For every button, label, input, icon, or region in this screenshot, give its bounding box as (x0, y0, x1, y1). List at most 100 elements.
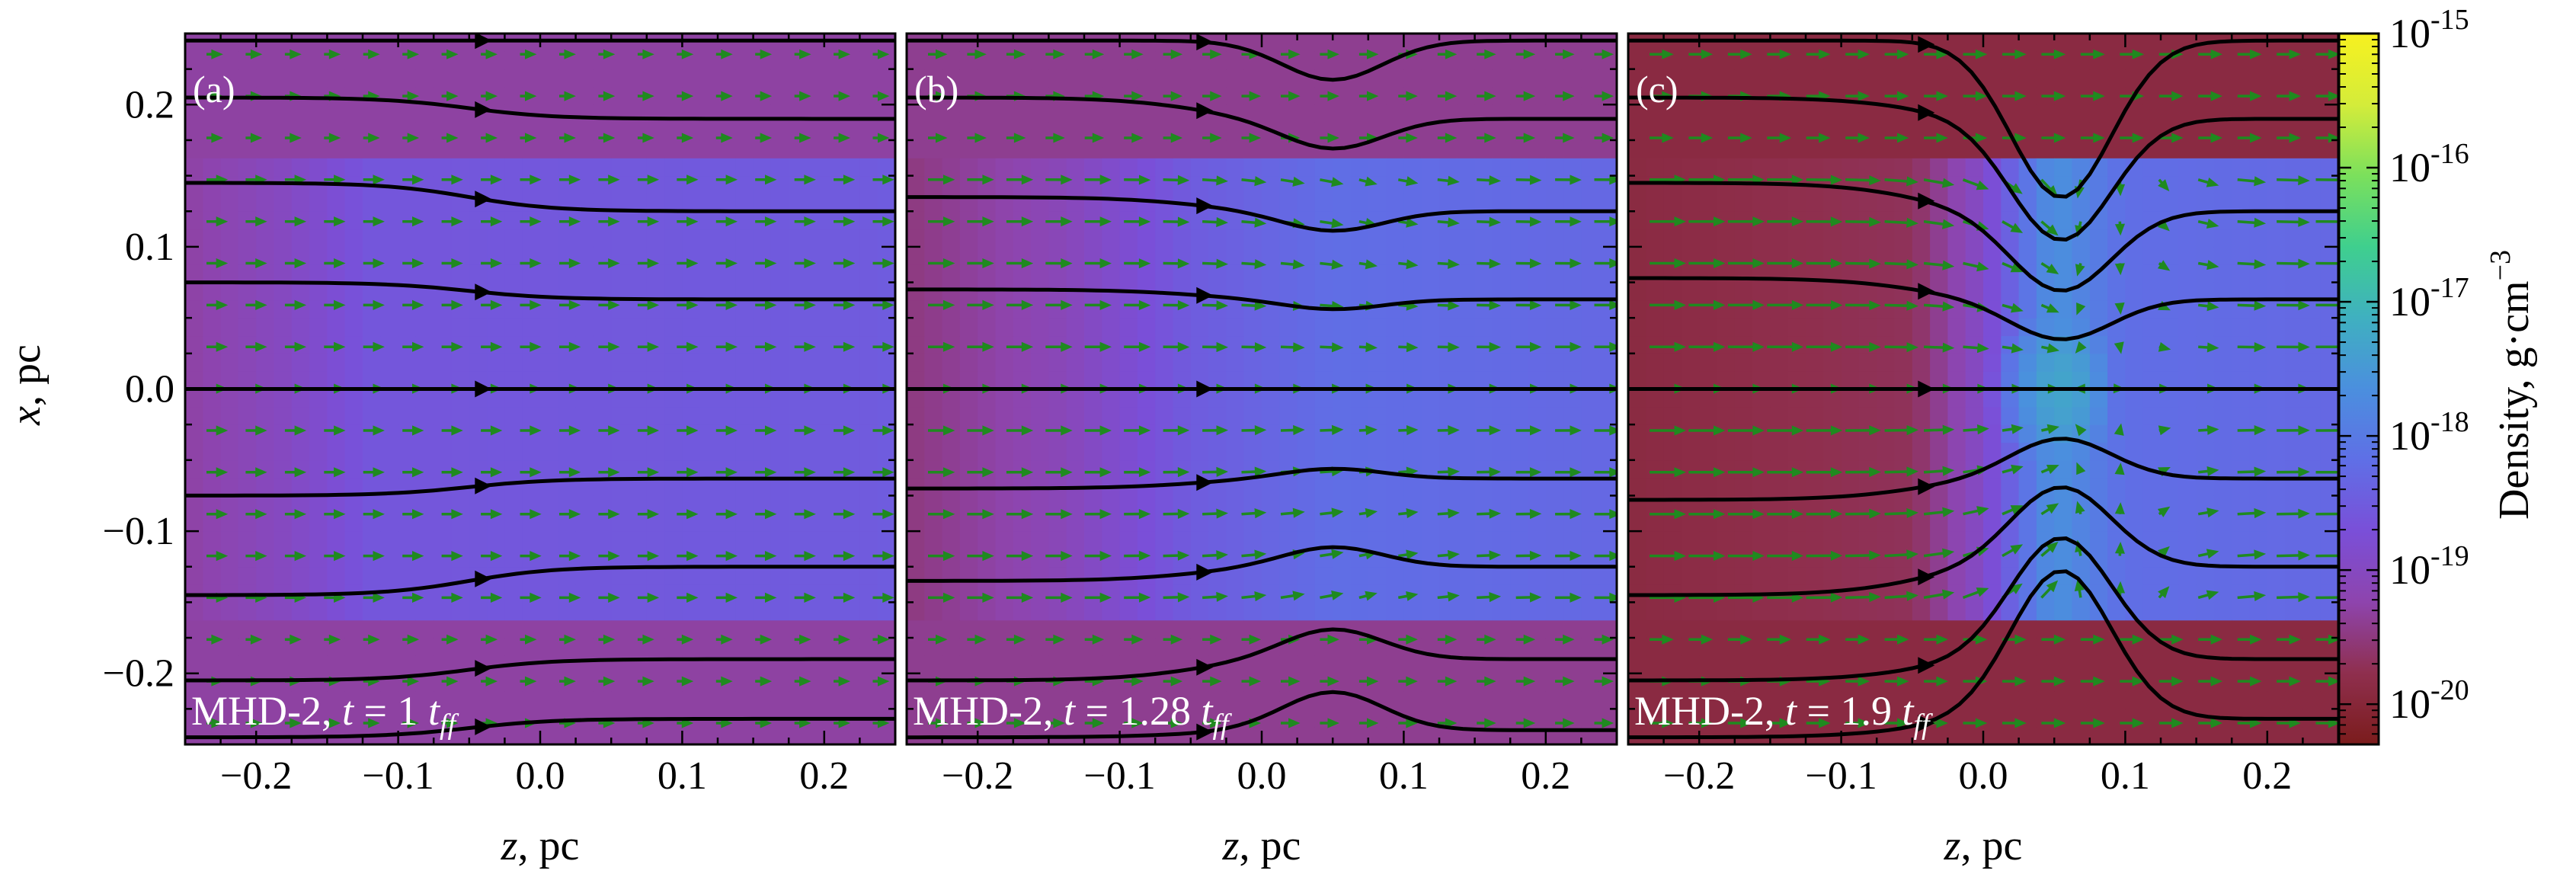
density-cell (220, 299, 239, 318)
density-cell (1102, 69, 1121, 88)
density-cell (434, 104, 453, 123)
density-cell (1190, 584, 1209, 603)
density-cell (469, 442, 488, 461)
density-cell (1681, 69, 1700, 88)
density-cell (1421, 371, 1440, 390)
density-cell (1297, 34, 1316, 52)
density-cell (770, 531, 789, 549)
density-cell (1137, 318, 1156, 337)
density-cell (646, 531, 665, 549)
density-cell (924, 459, 943, 479)
velocity-arrow-head (1249, 634, 1261, 645)
density-cell (753, 158, 772, 177)
density-cell (942, 282, 961, 301)
velocity-arrow-head (1570, 550, 1582, 561)
density-cell (770, 139, 789, 158)
density-cell (1628, 139, 1646, 158)
density-cell (682, 353, 701, 372)
density-cell (699, 353, 718, 372)
velocity-arrow-head (412, 467, 424, 478)
density-cell (203, 655, 222, 674)
density-cell (1279, 246, 1298, 265)
density-cell (1066, 709, 1085, 728)
caption-t: t (342, 688, 355, 734)
velocity-arrow-head (760, 676, 773, 687)
density-cell (789, 353, 808, 372)
density-cell (789, 726, 808, 744)
velocity-arrow-head (1254, 217, 1267, 228)
density-cell (1752, 709, 1771, 728)
velocity-arrow-head (290, 634, 302, 645)
density-cell (1048, 158, 1067, 177)
density-cell (451, 229, 470, 248)
density-cell (907, 602, 925, 621)
density-cell (824, 442, 843, 461)
density-cell (789, 549, 808, 568)
density-cell (789, 139, 808, 158)
density-cell (185, 389, 203, 408)
velocity-arrow-head (412, 341, 424, 352)
velocity-arrow-head (451, 425, 463, 436)
density-cell (540, 638, 558, 656)
density-cell (1119, 335, 1138, 354)
density-cell (1581, 282, 1600, 301)
density-cell (593, 69, 612, 88)
density-cell (575, 549, 594, 568)
velocity-arrow-head (294, 551, 307, 562)
density-cell (220, 353, 239, 372)
density-cell (1368, 673, 1387, 692)
density-cell (1297, 566, 1316, 585)
density-cell (1646, 318, 1665, 337)
density-cell (238, 424, 257, 443)
velocity-arrow-head (1021, 216, 1034, 227)
density-cell (1581, 69, 1600, 88)
density-cell (451, 122, 470, 141)
density-cell (309, 264, 328, 283)
density-cell (1279, 406, 1298, 425)
density-cell (664, 478, 683, 496)
density-cell (1663, 459, 1682, 479)
density-cell (1368, 193, 1387, 212)
density-cell (753, 193, 772, 212)
density-cell (1137, 87, 1156, 105)
density-cell (735, 371, 754, 390)
velocity-arrow-head (974, 634, 987, 645)
density-cell (434, 531, 453, 549)
density-cell (753, 69, 772, 88)
velocity-arrow-head (407, 133, 420, 143)
density-cell (806, 566, 825, 585)
density-cell (344, 549, 363, 568)
density-cell (256, 531, 275, 549)
density-cell (504, 406, 523, 425)
density-cell (1628, 282, 1646, 301)
density-cell (824, 638, 843, 656)
density-cell (842, 69, 860, 88)
velocity-arrow-head (882, 299, 894, 310)
density-cell (664, 619, 683, 639)
density-cell (1350, 584, 1369, 603)
velocity-arrow-head (1170, 49, 1183, 59)
density-cell (1386, 691, 1404, 709)
density-cell (1563, 619, 1582, 639)
velocity-arrow-head (882, 467, 894, 478)
velocity-arrow-head (334, 551, 346, 562)
density-cell (1031, 549, 1049, 568)
velocity-arrow-head (936, 133, 948, 143)
density-cell (735, 389, 754, 408)
density-cell (1734, 638, 1753, 656)
density-cell (1084, 104, 1102, 123)
density-cell (415, 51, 434, 70)
density-cell (1457, 246, 1476, 265)
density-cell (1119, 104, 1138, 123)
density-cell (1226, 495, 1245, 514)
density-cell (1663, 691, 1682, 709)
velocity-arrow-head (765, 592, 777, 603)
density-cell (593, 34, 612, 52)
density-cell (504, 229, 523, 248)
density-cell (469, 424, 488, 443)
velocity-arrow-head (1406, 217, 1419, 228)
density-cell (1031, 318, 1049, 337)
density-cell (398, 104, 417, 123)
density-cell (1510, 34, 1529, 52)
density-cell (1190, 335, 1209, 354)
